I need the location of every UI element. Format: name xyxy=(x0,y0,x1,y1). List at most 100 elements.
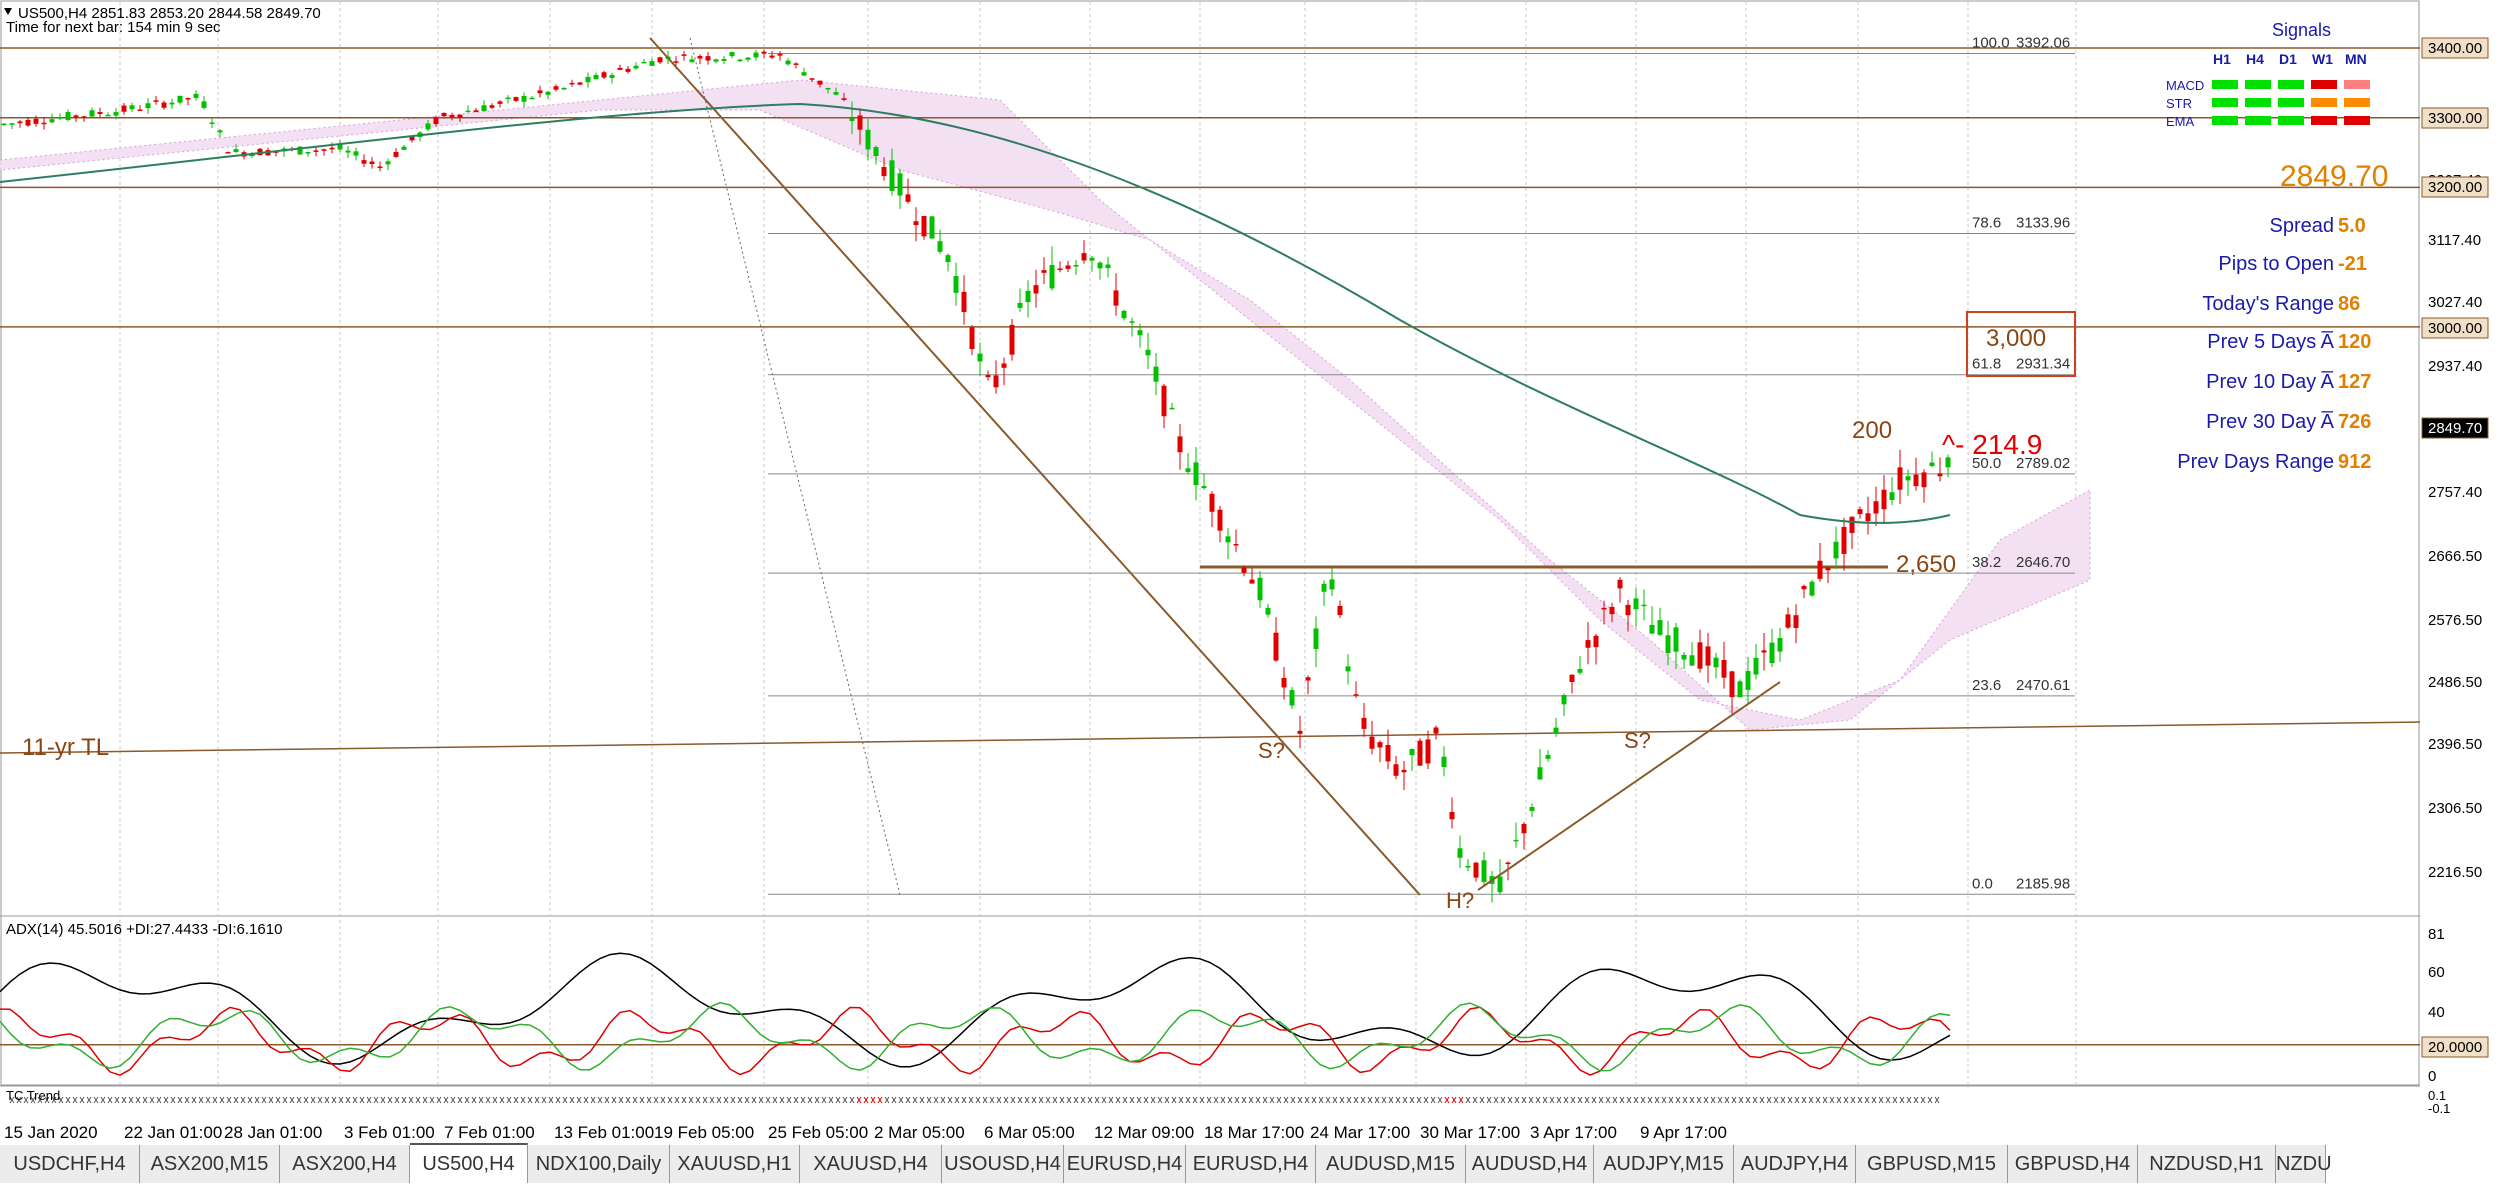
tab-eurusd-h4[interactable]: EURUSD,H4 xyxy=(1064,1145,1186,1183)
candle-body xyxy=(1585,640,1591,648)
candle-body xyxy=(1505,862,1511,865)
tc-mark xyxy=(814,1096,820,1104)
tc-mark xyxy=(303,1096,309,1104)
tc-mark xyxy=(807,1096,813,1104)
tab-audusd-m15[interactable]: AUDUSD,M15 xyxy=(1316,1145,1466,1183)
tc-mark xyxy=(1437,1096,1443,1104)
tc-mark xyxy=(1185,1096,1191,1104)
candle-body xyxy=(697,56,703,59)
candle-body xyxy=(1705,646,1711,666)
tab-nzdu[interactable]: NZDU xyxy=(2276,1145,2332,1183)
tc-mark xyxy=(758,1096,764,1104)
tab-ndx100-daily[interactable]: NDX100,Daily xyxy=(528,1145,670,1183)
candle-body xyxy=(1025,290,1031,303)
tc-mark xyxy=(471,1096,477,1104)
candle-body xyxy=(1681,654,1687,660)
tc-mark xyxy=(982,1096,988,1104)
collapse-arrow-icon[interactable] xyxy=(4,8,12,15)
fib-ratio: 78.6 xyxy=(1972,214,2001,231)
tc-mark xyxy=(170,1096,176,1104)
head-label: H? xyxy=(1446,888,1474,913)
candle-body xyxy=(65,112,71,120)
tab-gbpusd-m15[interactable]: GBPUSD,M15 xyxy=(1856,1145,2008,1183)
candle-body xyxy=(17,121,23,124)
tab-gbpusd-h4[interactable]: GBPUSD,H4 xyxy=(2008,1145,2138,1183)
tc-mark xyxy=(1654,1096,1660,1104)
candle-body xyxy=(545,91,551,95)
candle-body xyxy=(505,97,511,100)
time-axis: 15 Jan 2020 22 Jan 01:00 28 Jan 01:00 3 Feb… xyxy=(4,1123,1727,1142)
tc-mark xyxy=(443,1096,449,1104)
tab-audusd-h4[interactable]: AUDUSD,H4 xyxy=(1466,1145,1594,1183)
downtrend-line[interactable] xyxy=(649,37,1421,896)
tc-mark xyxy=(1913,1096,1919,1104)
tc-mark xyxy=(380,1096,386,1104)
tc-mark xyxy=(107,1096,113,1104)
tc-mark xyxy=(30,1096,36,1104)
signal-cell xyxy=(2278,116,2304,125)
tab-xauusd-h1[interactable]: XAUUSD,H1 xyxy=(670,1145,800,1183)
candle-body xyxy=(1361,717,1367,729)
tab-xauusd-h4[interactable]: XAUUSD,H4 xyxy=(800,1145,942,1183)
tc-mark xyxy=(345,1096,351,1104)
time-axis-label: 24 Mar 17:00 xyxy=(1310,1123,1410,1142)
target-label: 3,000 xyxy=(1986,325,2046,352)
tc-mark xyxy=(618,1096,624,1104)
candle-body xyxy=(1481,860,1487,882)
target-box xyxy=(1966,311,2076,377)
tc-mark xyxy=(1535,1096,1541,1104)
tab-us500-h4[interactable]: US500,H4 xyxy=(410,1143,528,1183)
tc-mark xyxy=(695,1096,701,1104)
candle-body xyxy=(1521,823,1527,834)
time-axis-label: 7 Feb 01:00 xyxy=(444,1123,535,1142)
tc-mark xyxy=(604,1096,610,1104)
cloud-band xyxy=(0,79,2091,731)
tc-mark xyxy=(1136,1096,1142,1104)
right-shoulder-label: S? xyxy=(1624,728,1651,753)
candle-body xyxy=(681,54,687,56)
candle-body xyxy=(305,152,311,154)
candle-body xyxy=(1321,583,1327,592)
tc-mark xyxy=(737,1096,743,1104)
tc-mark xyxy=(1059,1096,1065,1104)
candle-body xyxy=(1593,635,1599,648)
tab-eurusd-h4[interactable]: EURUSD,H4 xyxy=(1186,1145,1316,1183)
tc-mark xyxy=(786,1096,792,1104)
tc-mark xyxy=(1451,1096,1457,1104)
tab-usdchf-h4[interactable]: USDCHF,H4 xyxy=(0,1145,140,1183)
tc-mark xyxy=(912,1096,918,1104)
time-axis-label: 22 Jan 01:00 xyxy=(124,1123,222,1142)
candle-body xyxy=(369,161,375,165)
candle-body xyxy=(937,241,943,252)
candle-body xyxy=(1065,265,1071,269)
tab-audjpy-m15[interactable]: AUDJPY,M15 xyxy=(1594,1145,1734,1183)
tc-mark xyxy=(716,1096,722,1104)
tab-asx200-h4[interactable]: ASX200,H4 xyxy=(280,1145,410,1183)
eleven-year-trendline[interactable] xyxy=(0,721,2421,754)
rising-neck-line[interactable] xyxy=(1477,681,1781,891)
tab-nzdusd-h1[interactable]: NZDUSD,H1 xyxy=(2138,1145,2276,1183)
tab-audjpy-h4[interactable]: AUDJPY,H4 xyxy=(1734,1145,1856,1183)
tc-trend-indicator xyxy=(9,1096,1940,1104)
time-axis-label: 18 Mar 17:00 xyxy=(1204,1123,1304,1142)
tc-mark xyxy=(1675,1096,1681,1104)
horizontal-levels xyxy=(0,47,2421,754)
candle-body xyxy=(801,72,807,76)
candle-body xyxy=(89,110,95,117)
tc-mark xyxy=(548,1096,554,1104)
tc-mark xyxy=(646,1096,652,1104)
tc-mark xyxy=(1122,1096,1128,1104)
tab-asx200-m15[interactable]: ASX200,M15 xyxy=(140,1145,280,1183)
tc-mark xyxy=(947,1096,953,1104)
dotted-trend-line[interactable] xyxy=(689,37,901,896)
candle-body xyxy=(1721,659,1727,678)
time-axis-label: 3 Feb 01:00 xyxy=(344,1123,435,1142)
moving-average-200[interactable] xyxy=(0,102,1951,524)
tc-mark xyxy=(324,1096,330,1104)
tc-mark xyxy=(436,1096,442,1104)
tab-usousd-h4[interactable]: USOUSD,H4 xyxy=(942,1145,1064,1183)
candle-body xyxy=(137,109,143,112)
candle-body xyxy=(673,61,679,63)
